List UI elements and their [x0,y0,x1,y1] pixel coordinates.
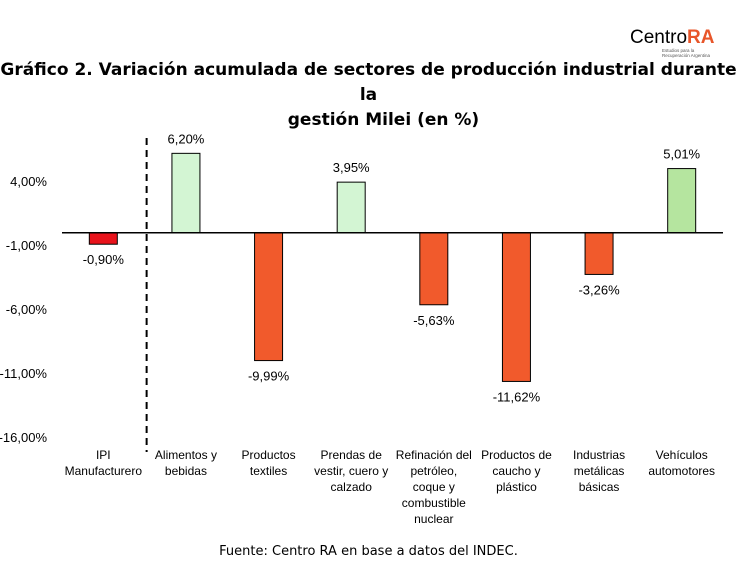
data-label: 3,95% [333,160,370,175]
logo-brand-main: Centro [630,27,688,48]
data-label: 6,20% [168,131,205,146]
x-category-label: metálicas [574,464,625,478]
x-category-label: textiles [250,464,287,478]
x-category-label: Prendas de [320,448,382,462]
x-category-label: Manufacturero [65,464,143,478]
x-category-label: combustible [402,496,466,510]
chart-source-note: Fuente: Centro RA en base a datos del IN… [219,544,518,559]
bar [88,232,118,245]
x-category-label: vestir, cuero y [314,464,388,478]
x-category-label: plástico [496,480,537,494]
x-category-label: Productos de [481,448,552,462]
logo-tagline-1: Estudios para la [662,48,695,53]
y-tick-label: -16,00% [0,430,47,445]
data-label: -9,99% [248,369,290,384]
centro-ra-logo: CentroRA Estudios para la Recuperación A… [630,28,714,59]
x-category-label: IPI [96,448,111,462]
x-category-label: básicas [579,480,620,494]
y-tick-label: -1,00% [6,238,48,253]
data-label: -5,63% [413,313,455,328]
chart-title-line-1: Gráfico 2. Variación acumulada de sector… [0,60,737,105]
x-category-label: bebidas [165,464,207,478]
logo-brand: CentroRA [630,28,714,48]
x-category-label: nuclear [414,512,453,526]
logo-tagline-2: Recuperación Argentina [662,53,711,58]
x-category-label: Productos [242,448,296,462]
x-category-label: petróleo, [410,464,457,478]
x-category-label: Vehículos [656,448,708,462]
data-label: -11,62% [493,389,541,404]
bar [171,152,201,234]
data-label: 5,01% [663,147,700,162]
y-tick-label: -11,00% [0,366,47,381]
y-tick-label: -6,00% [6,302,48,317]
x-category-label: coque y [413,480,455,494]
bar [501,232,531,382]
bar [667,168,697,234]
x-category-label: Industrias [573,448,625,462]
x-category-label: calzado [331,480,373,494]
bar [336,181,366,234]
bar [254,232,284,362]
chart-title: Gráfico 2. Variación acumulada de sector… [0,58,737,133]
x-category-label: caucho y [492,464,540,478]
x-category-label: automotores [648,464,715,478]
bar [584,232,614,275]
x-category-label: Alimentos y [155,448,217,462]
chart-title-line-2: gestión Milei (en %) [287,110,480,130]
y-tick-label: 4,00% [10,174,47,189]
data-label: -3,26% [578,282,620,297]
bar [419,232,449,306]
logo-brand-accent: RA [687,27,715,48]
x-category-label: Refinación del [396,448,472,462]
data-label: -0,90% [83,252,125,267]
